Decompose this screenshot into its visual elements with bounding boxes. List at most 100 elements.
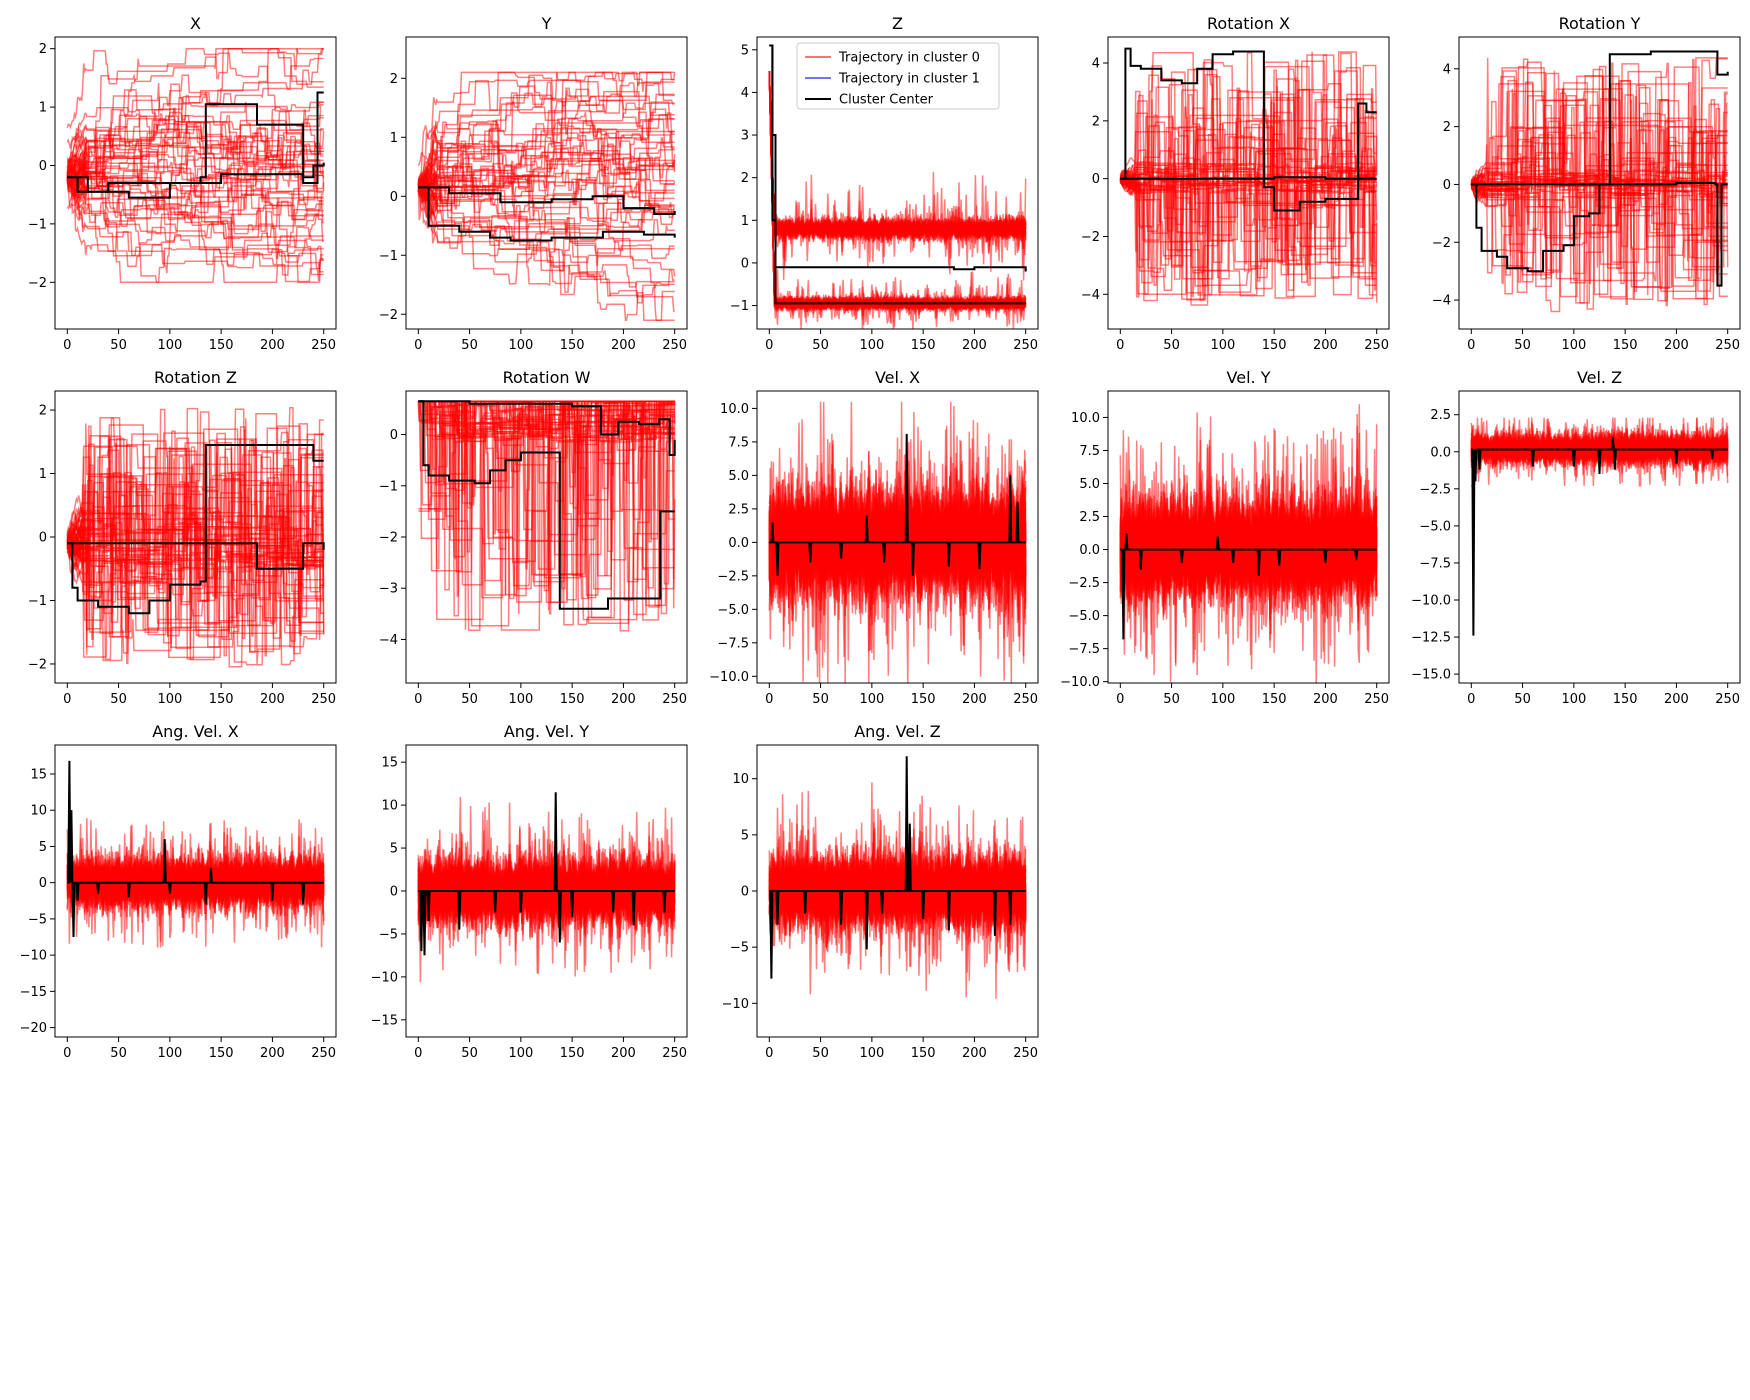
panel-rotation-y: 0 50 100 150 200 250 −4 −2 0 2 4 Rotation Y xyxy=(1432,14,1741,353)
cluster-center-line xyxy=(1120,47,1377,212)
panel-title: Rotation Z xyxy=(154,368,237,387)
y-tick-label: 3 xyxy=(741,129,749,144)
trajectory-cluster-0 xyxy=(417,111,675,195)
x-tick-label: 200 xyxy=(260,1046,285,1061)
y-tick-label: −2 xyxy=(28,657,47,672)
y-tick-label: 10.0 xyxy=(720,402,749,417)
x-tick-label: 200 xyxy=(1664,338,1689,353)
axes-frame xyxy=(1107,36,1390,330)
y-tick-label: −3 xyxy=(379,582,398,597)
x-tick-label: 0 xyxy=(63,1046,71,1061)
y-tick-label: 5 xyxy=(741,828,749,843)
y-tick-label: 1 xyxy=(39,101,47,116)
trajectory-cluster-0 xyxy=(66,159,324,235)
trajectory-cluster-0 xyxy=(66,407,324,638)
trajectory-cluster-0 xyxy=(418,400,675,604)
x-tick-label: 150 xyxy=(209,692,234,707)
panel-title: Ang. Vel. Z xyxy=(854,722,941,741)
y-tick-label: 15 xyxy=(381,756,398,771)
trajectory-cluster-0 xyxy=(1119,54,1377,296)
trajectory-cluster-0 xyxy=(66,442,324,619)
x-tick-label: 200 xyxy=(260,338,285,353)
y-tick-label: 5 xyxy=(39,840,47,855)
trajectory-cluster-0 xyxy=(417,156,675,247)
y-tick-label: −12.5 xyxy=(1411,631,1451,646)
panel-title: X xyxy=(190,14,201,33)
y-tick-label: 15 xyxy=(30,767,47,782)
cluster-center-line xyxy=(67,760,324,938)
trajectory-cluster-0 xyxy=(417,71,675,193)
x-tick-label: 150 xyxy=(560,692,585,707)
trajectory-cluster-0 xyxy=(1470,80,1728,284)
cluster-center-line xyxy=(67,91,324,193)
x-tick-label: 0 xyxy=(63,338,71,353)
trajectory-cluster-0 xyxy=(66,432,324,631)
y-tick-label: −7.5 xyxy=(1419,556,1451,571)
y-tick-label: 5.0 xyxy=(1079,477,1100,492)
trajectory-cluster-0 xyxy=(1119,90,1378,264)
x-tick-label: 50 xyxy=(1163,338,1180,353)
y-tick-label: −5 xyxy=(28,912,47,927)
x-tick-label: 100 xyxy=(859,338,884,353)
x-tick-label: 0 xyxy=(1467,338,1475,353)
trajectory-cluster-0 xyxy=(66,171,324,276)
plot-area xyxy=(66,47,325,284)
panel-z: 0 50 100 150 200 250 −1 0 1 2 3 4 5 Z Trajectory in cl… xyxy=(730,14,1039,353)
cluster-center-line xyxy=(1120,176,1377,180)
cluster-center-line xyxy=(418,186,676,242)
x-tick-label: 150 xyxy=(1262,338,1287,353)
y-tick-label: 2.5 xyxy=(1079,510,1100,525)
x-tick-label: 200 xyxy=(962,1046,987,1061)
trajectory-cluster-0 xyxy=(1119,128,1377,291)
y-tick-label: −4 xyxy=(379,633,398,648)
x-tick-label: 100 xyxy=(508,1046,533,1061)
panel-vel-y: 0 50 100 150 200 250 −10.0 −7.5 −5.0 −2.5 0.0 2.5 5.… xyxy=(1060,368,1390,707)
y-tick-label: −10 xyxy=(371,970,398,985)
cluster-center-line xyxy=(67,444,324,615)
trajectory-cluster-0 xyxy=(66,165,324,284)
y-tick-label: −20 xyxy=(20,1021,47,1036)
y-tick-label: 4 xyxy=(1092,57,1100,72)
trajectory-cluster-0 xyxy=(66,119,325,208)
panel-y: 0 50 100 150 200 250 −2 −1 0 1 2 Y xyxy=(379,14,688,353)
x-tick-label: 200 xyxy=(611,1046,636,1061)
x-tick-label: 100 xyxy=(157,338,182,353)
x-tick-label: 150 xyxy=(209,338,234,353)
cluster-center-line xyxy=(1471,436,1728,636)
y-tick-label: 2 xyxy=(39,42,47,57)
x-tick-label: 250 xyxy=(1715,338,1740,353)
trajectory-cluster-0 xyxy=(768,71,1027,263)
x-tick-label: 200 xyxy=(611,338,636,353)
x-tick-label: 100 xyxy=(859,692,884,707)
trajectory-cluster-0 xyxy=(417,100,675,188)
axes-frame xyxy=(1458,390,1741,684)
trajectory-cluster-0 xyxy=(66,47,324,149)
trajectory-cluster-0 xyxy=(1470,90,1728,237)
x-tick-label: 0 xyxy=(765,1046,773,1061)
y-tick-label: 0.0 xyxy=(728,536,749,551)
x-tick-label: 150 xyxy=(1262,692,1287,707)
y-tick-label: −10.0 xyxy=(1060,675,1100,690)
trajectory-cluster-0 xyxy=(66,476,324,598)
x-tick-label: 150 xyxy=(560,1046,585,1061)
plot-area xyxy=(417,71,676,321)
x-tick-label: 50 xyxy=(1514,692,1531,707)
plot-area xyxy=(768,401,1027,683)
y-tick-label: −5.0 xyxy=(717,603,749,618)
plot-area xyxy=(768,44,1027,329)
x-tick-label: 0 xyxy=(1467,692,1475,707)
y-tick-label: 0 xyxy=(39,531,47,546)
y-tick-label: 0 xyxy=(39,159,47,174)
y-tick-label: −10.0 xyxy=(709,670,749,685)
x-tick-label: 250 xyxy=(1364,338,1389,353)
x-tick-label: 100 xyxy=(1210,692,1235,707)
y-tick-label: 2 xyxy=(39,404,47,419)
y-tick-label: 0 xyxy=(741,885,749,900)
trajectory-cluster-0 xyxy=(417,148,675,222)
trajectory-cluster-0 xyxy=(768,839,1027,972)
x-tick-label: 250 xyxy=(662,338,687,353)
y-tick-label: 1 xyxy=(390,131,398,146)
panel-x: 0 50 100 150 200 250 −2 −1 0 1 2 X xyxy=(28,14,337,353)
panel-title: Rotation X xyxy=(1207,14,1290,33)
